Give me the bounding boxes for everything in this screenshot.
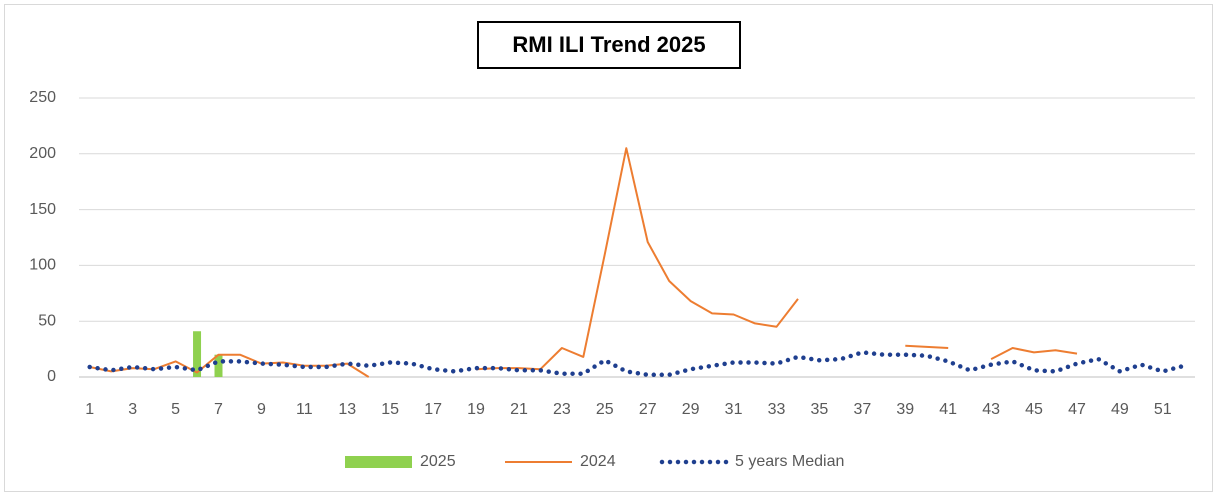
x-tick-label: 39 xyxy=(896,401,914,418)
y-tick-label: 200 xyxy=(29,145,56,162)
y-tick-label: 0 xyxy=(47,368,56,385)
legend-label: 5 years Median xyxy=(735,453,844,470)
y-tick-label: 250 xyxy=(29,89,56,106)
x-tick-label: 11 xyxy=(296,401,313,418)
x-tick-label: 5 xyxy=(171,401,180,418)
legend-swatch xyxy=(345,456,412,468)
x-tick-label: 13 xyxy=(338,401,356,418)
x-tick-label: 15 xyxy=(381,401,399,418)
x-tick-label: 17 xyxy=(424,401,442,418)
x-tick-label: 1 xyxy=(85,401,94,418)
chart-border xyxy=(4,4,1213,492)
legend-label: 2025 xyxy=(420,453,456,470)
x-tick-label: 31 xyxy=(725,401,743,418)
x-tick-label: 9 xyxy=(257,401,266,418)
x-tick-label: 37 xyxy=(853,401,871,418)
x-tick-label: 3 xyxy=(128,401,137,418)
x-tick-label: 29 xyxy=(682,401,700,418)
y-tick-label: 100 xyxy=(29,257,56,274)
x-tick-label: 19 xyxy=(467,401,485,418)
bar xyxy=(214,354,223,377)
x-tick-label: 51 xyxy=(1154,401,1172,418)
x-tick-label: 33 xyxy=(768,401,786,418)
legend-label: 2024 xyxy=(580,453,616,470)
bar xyxy=(193,331,202,377)
x-tick-label: 49 xyxy=(1111,401,1129,418)
x-tick-label: 35 xyxy=(811,401,829,418)
x-tick-label: 25 xyxy=(596,401,614,418)
x-tick-label: 43 xyxy=(982,401,1000,418)
line xyxy=(89,147,1078,378)
chart-title: RMI ILI Trend 2025 xyxy=(512,32,705,57)
x-tick-label: 41 xyxy=(939,401,957,418)
x-tick-label: 47 xyxy=(1068,401,1086,418)
dotted-line xyxy=(87,350,1187,378)
x-tick-label: 45 xyxy=(1025,401,1043,418)
x-tick-label: 7 xyxy=(214,401,223,418)
x-tick-label: 27 xyxy=(639,401,657,418)
x-tick-label: 23 xyxy=(553,401,571,418)
y-tick-label: 150 xyxy=(29,201,56,218)
y-tick-label: 50 xyxy=(38,312,56,329)
x-tick-label: 21 xyxy=(510,401,528,418)
title-box xyxy=(477,21,741,69)
